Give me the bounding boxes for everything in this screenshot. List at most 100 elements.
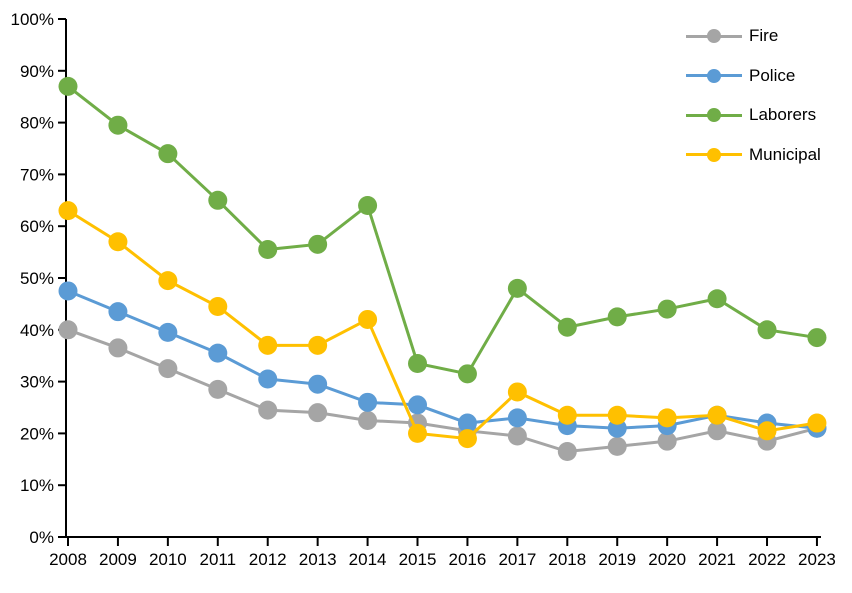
- legend-label: Laborers: [749, 105, 817, 124]
- data-point-laborers-2010: [158, 144, 178, 164]
- legend-marker-icon: [686, 62, 742, 90]
- data-point-laborers-2017: [507, 278, 527, 298]
- data-point-laborers-2008: [58, 76, 78, 96]
- series-line-police: [67, 289, 818, 430]
- data-point-police-2010: [158, 322, 178, 342]
- data-point-municipal-2017: [507, 382, 527, 402]
- legend-item-municipal: Municipal: [686, 141, 821, 169]
- data-point-police-2017: [507, 408, 527, 428]
- x-axis-tick-label: 2015: [399, 550, 437, 569]
- data-point-laborers-2019: [607, 307, 627, 327]
- data-point-police-2009: [108, 302, 128, 322]
- data-point-police-2016: [457, 413, 477, 433]
- x-axis-tick-label: 2014: [349, 550, 387, 569]
- data-point-municipal-2018: [557, 405, 577, 425]
- data-point-fire-2010: [158, 359, 178, 379]
- legend-item-laborers: Laborers: [686, 101, 821, 129]
- y-axis-tick-label: 30%: [20, 373, 54, 392]
- data-point-municipal-2012: [258, 335, 278, 355]
- y-axis-tick-label: 40%: [20, 321, 54, 340]
- data-point-municipal-2008: [58, 201, 78, 221]
- data-point-fire-2020: [657, 431, 677, 451]
- data-point-municipal-2023: [807, 413, 827, 433]
- legend-label: Police: [749, 65, 796, 85]
- data-point-fire-2019: [607, 436, 627, 456]
- data-point-laborers-2023: [807, 328, 827, 348]
- data-point-fire-2021: [707, 421, 727, 441]
- y-axis-tick-label: 60%: [20, 217, 54, 236]
- data-point-fire-2012: [258, 400, 278, 420]
- data-point-laborers-2011: [208, 190, 228, 210]
- x-axis-tick-label: 2022: [748, 550, 786, 569]
- data-point-municipal-2013: [308, 335, 328, 355]
- x-axis-tick-label: 2012: [249, 550, 287, 569]
- data-point-laborers-2020: [657, 299, 677, 319]
- data-point-fire-2013: [308, 403, 328, 423]
- legend: Fire Police Laborers Municipal: [686, 22, 821, 180]
- data-point-police-2008: [58, 281, 78, 301]
- data-point-laborers-2012: [258, 240, 278, 260]
- data-point-police-2011: [208, 343, 228, 363]
- x-axis-tick-label: 2010: [149, 550, 187, 569]
- data-point-laborers-2021: [707, 289, 727, 309]
- y-axis-tick-label: 90%: [20, 62, 54, 81]
- x-axis-tick-label: 2009: [99, 550, 137, 569]
- data-point-police-2012: [258, 369, 278, 389]
- series-line-laborers: [67, 85, 818, 376]
- x-axis-tick-label: 2017: [498, 550, 536, 569]
- y-axis-tick-label: 100%: [11, 10, 54, 29]
- data-point-municipal-2015: [408, 423, 428, 443]
- data-point-municipal-2011: [208, 296, 228, 316]
- data-point-fire-2008: [58, 320, 78, 340]
- data-point-municipal-2014: [358, 309, 378, 329]
- data-point-fire-2017: [507, 426, 527, 446]
- data-point-police-2013: [308, 374, 328, 394]
- x-axis-tick-label: 2013: [299, 550, 337, 569]
- legend-label: Fire: [749, 26, 779, 45]
- series-line-fire: [67, 328, 818, 454]
- data-point-fire-2018: [557, 442, 577, 462]
- x-axis-tick-label: 2018: [548, 550, 586, 569]
- data-point-laborers-2018: [557, 317, 577, 337]
- series-line-municipal: [67, 209, 818, 441]
- legend-item-police: Police: [686, 62, 821, 90]
- data-point-fire-2011: [208, 379, 228, 399]
- data-point-laborers-2016: [457, 364, 477, 384]
- legend-marker-icon: [686, 141, 742, 169]
- data-point-municipal-2022: [757, 421, 777, 441]
- x-axis-tick-label: 2019: [598, 550, 636, 569]
- data-point-fire-2009: [108, 338, 128, 358]
- data-point-municipal-2009: [108, 232, 128, 252]
- data-point-municipal-2021: [707, 405, 727, 425]
- x-axis-tick-label: 2020: [648, 550, 686, 569]
- data-point-police-2014: [358, 392, 378, 412]
- legend-marker-icon: [686, 101, 742, 129]
- data-point-laborers-2022: [757, 320, 777, 340]
- y-axis-tick-label: 50%: [20, 269, 54, 288]
- x-axis-tick-label: 2008: [49, 550, 87, 569]
- data-point-laborers-2015: [408, 353, 428, 373]
- data-point-police-2015: [408, 395, 428, 415]
- y-axis-tick-label: 80%: [20, 114, 54, 133]
- legend-label: Municipal: [749, 144, 821, 164]
- x-axis-tick-label: 2021: [698, 550, 736, 569]
- data-point-laborers-2009: [108, 115, 128, 135]
- data-point-municipal-2020: [657, 408, 677, 428]
- legend-item-fire: Fire: [686, 22, 821, 50]
- data-point-fire-2014: [358, 410, 378, 430]
- y-axis-tick-label: 70%: [20, 165, 54, 184]
- data-point-laborers-2013: [308, 234, 328, 254]
- data-point-municipal-2010: [158, 271, 178, 291]
- legend-marker-icon: [686, 22, 742, 50]
- x-axis-tick-label: 2016: [449, 550, 487, 569]
- y-axis-tick-label: 0%: [29, 528, 54, 547]
- data-point-municipal-2016: [457, 429, 477, 449]
- x-axis-tick-label: 2011: [200, 550, 237, 569]
- y-axis-tick-label: 20%: [20, 424, 54, 443]
- y-axis-tick-label: 10%: [20, 476, 54, 495]
- data-point-municipal-2019: [607, 405, 627, 425]
- x-axis-tick-label: 2023: [798, 550, 836, 569]
- data-point-laborers-2014: [358, 195, 378, 215]
